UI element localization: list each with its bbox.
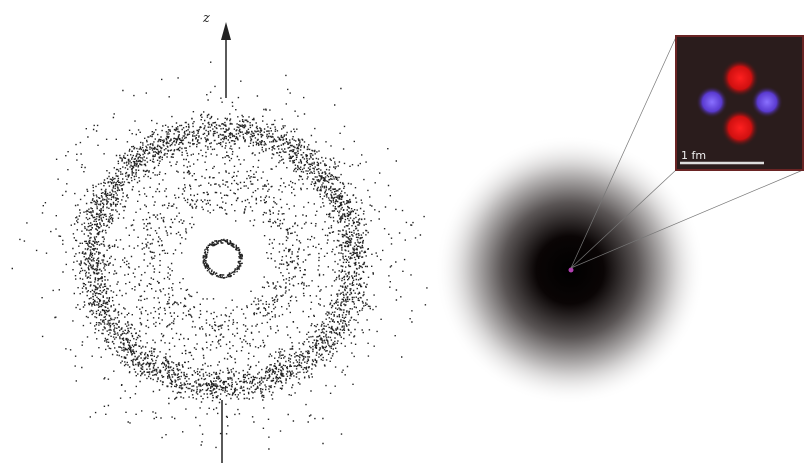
neutron <box>696 86 728 118</box>
zoom-line <box>570 169 677 269</box>
electron-dots <box>11 61 428 450</box>
scale-label: 1 fm <box>681 149 706 162</box>
proton <box>721 59 759 97</box>
nucleus <box>568 267 574 273</box>
neutron <box>751 86 783 118</box>
axis-label: z <box>202 11 210 26</box>
proton <box>721 109 759 147</box>
zoom-line <box>570 169 804 269</box>
arrow-head <box>221 22 231 40</box>
zoom-line <box>570 36 677 269</box>
